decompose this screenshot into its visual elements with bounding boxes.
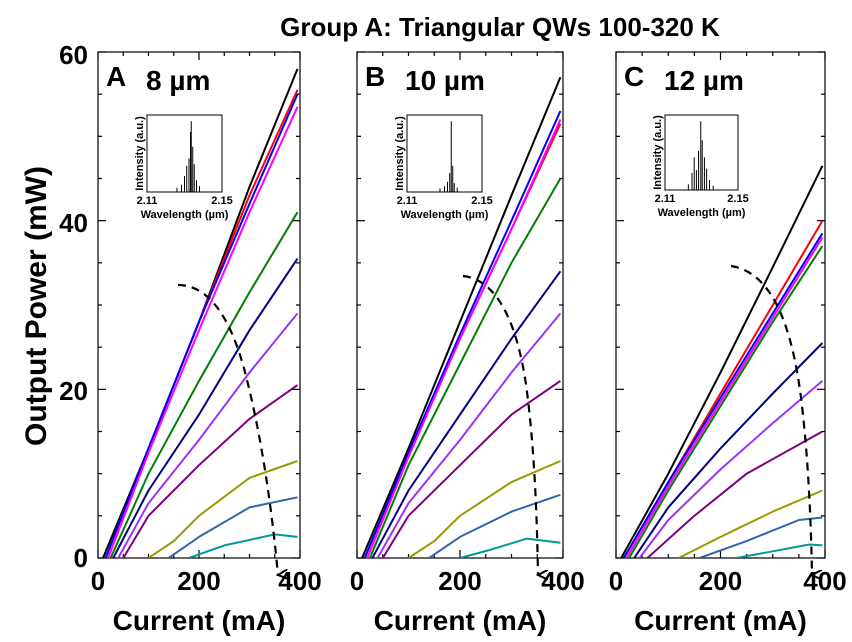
- figure-title: Group A: Triangular QWs 100-320 K: [280, 12, 720, 42]
- trend-arrow: [730, 264, 812, 575]
- inset-x-tick: 2.11: [655, 193, 676, 205]
- x-tick-label: 400: [278, 566, 321, 596]
- panel-letter: C: [624, 61, 644, 92]
- width-label: 10 µm: [405, 65, 485, 96]
- x-tick-label: 0: [350, 566, 364, 596]
- inset-frame: [664, 114, 739, 191]
- series-line: [107, 106, 299, 558]
- inset-x-tick: 2.15: [727, 193, 748, 205]
- series-line: [361, 76, 562, 558]
- x-tick-label: 0: [91, 566, 105, 596]
- inset-spectrum: Intensity (a.u.) 2.11 2.15 Wavelength (µm): [134, 114, 233, 221]
- panel-letter: B: [365, 61, 385, 92]
- series-line: [112, 258, 299, 558]
- series-group: [102, 68, 299, 558]
- series-line: [371, 270, 562, 558]
- trend-arrow: [462, 274, 538, 575]
- x-tick-label: 200: [177, 566, 220, 596]
- series-line: [638, 380, 824, 558]
- y-tick-label: 40: [59, 208, 88, 238]
- series-line: [678, 489, 823, 558]
- series-line: [122, 384, 299, 558]
- x-tick-label: 200: [699, 566, 742, 596]
- inset-y-label: Intensity (a.u.): [134, 116, 146, 191]
- series-line: [109, 211, 299, 558]
- inset-x-tick: 2.11: [137, 195, 158, 207]
- y-tick-label: 60: [59, 40, 88, 70]
- series-line: [188, 533, 298, 558]
- series-line: [381, 380, 561, 558]
- series-line: [366, 119, 562, 558]
- x-tick-label: 400: [803, 566, 846, 596]
- inset-x-tick: 2.11: [397, 195, 418, 207]
- series-line: [646, 430, 823, 558]
- series-line: [736, 543, 823, 558]
- series-line: [620, 165, 824, 558]
- trend-arrow: [177, 283, 278, 575]
- series-line: [368, 177, 562, 558]
- inset-x-tick: 2.15: [471, 195, 492, 207]
- series-line: [628, 245, 824, 558]
- series-line: [104, 93, 299, 558]
- inset-x-label: Wavelength (µm): [141, 209, 229, 221]
- series-line: [147, 460, 298, 558]
- y-axis-label: Output Power (mW): [20, 166, 53, 446]
- inset-x-label: Wavelength (µm): [658, 207, 746, 219]
- series-line: [625, 236, 824, 558]
- width-label: 8 µm: [146, 65, 210, 96]
- inset-frame: [406, 114, 483, 193]
- panel-c: 0 200 400 Current (mA) C 12 µm Intensity (a.u.…: [609, 51, 847, 636]
- x-axis-label: Current (mA): [634, 605, 807, 636]
- inset-y-label: Intensity (a.u.): [394, 116, 406, 191]
- series-line: [407, 460, 561, 558]
- inset-spectrum: Intensity (a.u.) 2.11 2.15 Wavelength (µm): [394, 114, 493, 221]
- series-line: [459, 537, 561, 558]
- inset-spectrum: Intensity (a.u.) 2.11 2.15 Wavelength (µm): [652, 114, 749, 219]
- series-line: [376, 312, 562, 558]
- x-axis-label: Current (mA): [374, 605, 547, 636]
- series-line: [633, 342, 824, 558]
- series-line: [117, 312, 299, 558]
- x-axis-label: Current (mA): [113, 605, 286, 636]
- inset-x-label: Wavelength (µm): [401, 209, 489, 221]
- series-line: [363, 110, 562, 558]
- inset-y-label: Intensity (a.u.): [652, 115, 664, 190]
- x-tick-label: 400: [541, 566, 584, 596]
- panel-b: 0 200 400 Current (mA) B 10 µm Intensity (a.u.…: [350, 51, 585, 636]
- panel-letter: A: [106, 61, 126, 92]
- panel-a: 0 200 400 Current (mA) A 8 µm Intensity (a.u.)…: [91, 51, 322, 636]
- x-tick-label: 0: [609, 566, 623, 596]
- series-line: [622, 232, 824, 558]
- y-tick-label: 20: [59, 376, 88, 406]
- series-group: [620, 165, 824, 558]
- y-tick-label: 0: [74, 543, 88, 573]
- series-group: [361, 76, 562, 558]
- x-tick-label: 200: [438, 566, 481, 596]
- series-line: [168, 496, 298, 558]
- inset-x-tick: 2.15: [211, 195, 232, 207]
- width-label: 12 µm: [664, 65, 744, 96]
- y-axis-ticks: 0 20 40 60: [59, 40, 88, 573]
